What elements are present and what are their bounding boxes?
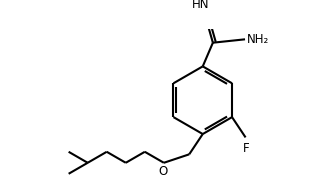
Text: O: O — [158, 165, 168, 178]
Text: NH₂: NH₂ — [247, 33, 269, 46]
Text: F: F — [243, 142, 250, 155]
Text: HN: HN — [192, 0, 210, 11]
